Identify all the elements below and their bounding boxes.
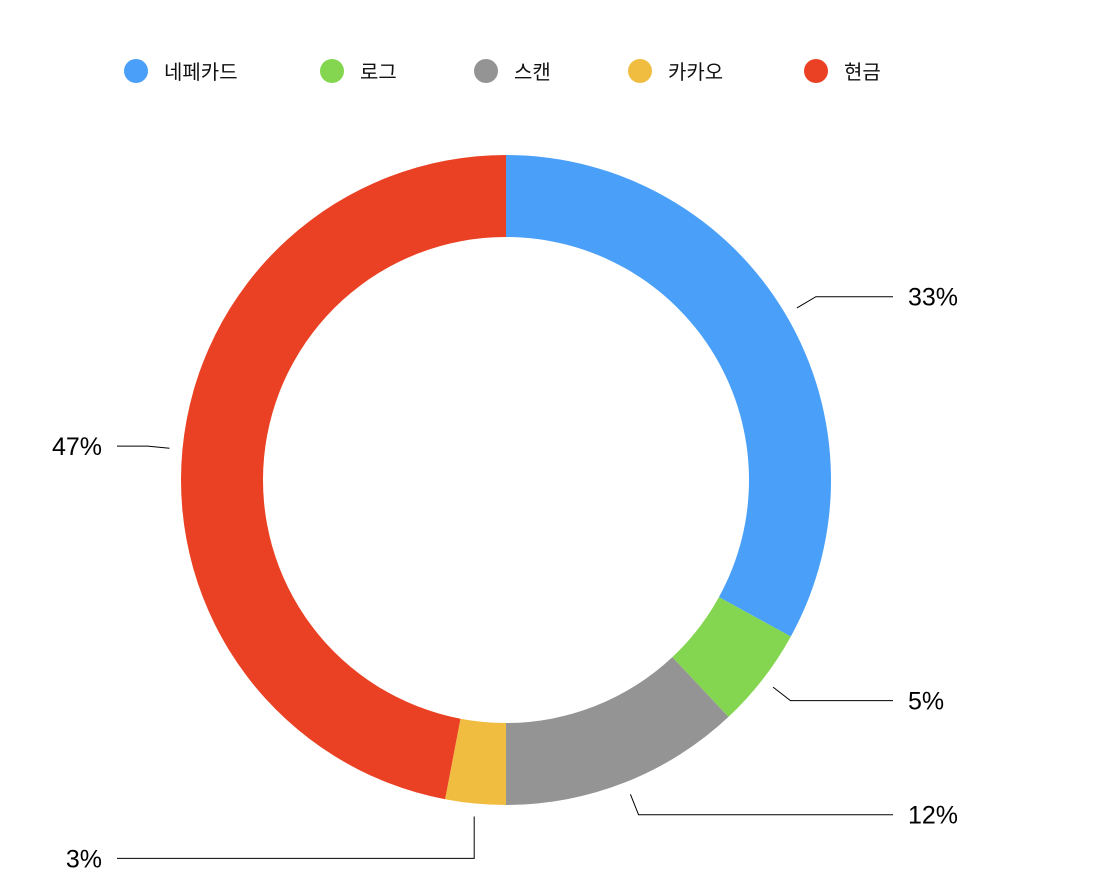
legend-item[interactable]: 스캔 bbox=[474, 56, 628, 85]
slice-4[interactable] bbox=[180, 155, 506, 800]
legend-item[interactable]: 현금 bbox=[804, 56, 924, 85]
legend-swatch bbox=[320, 58, 344, 83]
legend-item[interactable]: 카카오 bbox=[628, 56, 804, 85]
data-label: 12% bbox=[908, 802, 958, 830]
leader-line bbox=[629, 794, 893, 816]
legend-item[interactable]: 로그 bbox=[320, 56, 474, 85]
slice-1[interactable] bbox=[672, 597, 791, 717]
legend-swatch bbox=[628, 58, 652, 83]
data-label: 5% bbox=[908, 688, 944, 716]
slice-0[interactable] bbox=[506, 155, 832, 637]
slice-3[interactable] bbox=[445, 718, 506, 805]
legend-label: 로그 bbox=[360, 60, 397, 84]
data-label: 3% bbox=[66, 845, 102, 873]
legend-label: 카카오 bbox=[668, 60, 724, 84]
legend-swatch bbox=[474, 58, 498, 83]
legend-swatch bbox=[804, 58, 828, 83]
legend-label: 스캔 bbox=[514, 60, 551, 84]
leader-line bbox=[117, 816, 475, 859]
leader-line bbox=[772, 686, 893, 702]
data-label: 47% bbox=[52, 433, 102, 461]
data-label: 33% bbox=[908, 284, 958, 312]
legend-item[interactable]: 네페카드 bbox=[124, 56, 320, 85]
legend: 네페카드 로그 스캔 카카오 현금 bbox=[124, 56, 924, 85]
legend-swatch bbox=[124, 58, 148, 83]
leader-line bbox=[117, 445, 170, 449]
legend-label: 네페카드 bbox=[164, 60, 238, 84]
slice-2[interactable] bbox=[506, 657, 729, 805]
leader-line bbox=[796, 296, 893, 309]
legend-label: 현금 bbox=[844, 60, 881, 84]
